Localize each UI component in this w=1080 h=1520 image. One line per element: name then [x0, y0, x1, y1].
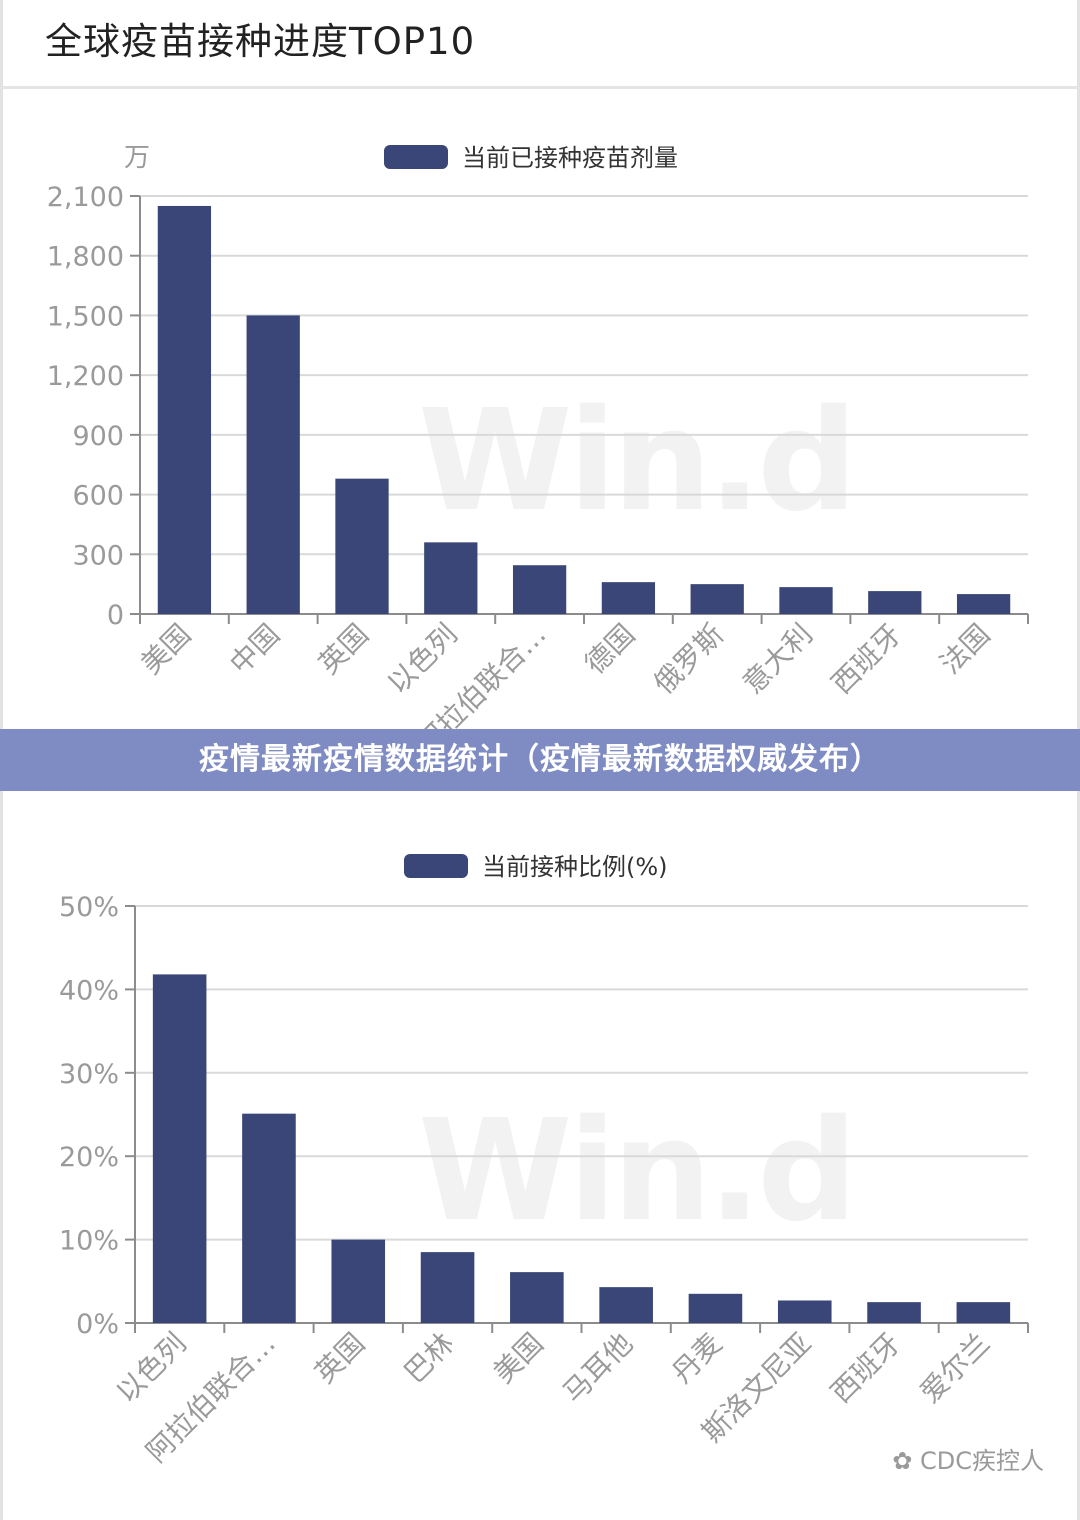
- y-tick-label: 10%: [59, 1226, 119, 1257]
- x-tick-label: 俄罗斯: [647, 618, 730, 701]
- y-tick-label: 30%: [59, 1059, 119, 1090]
- bar-4: [424, 542, 478, 614]
- y-tick-label: 40%: [59, 975, 119, 1006]
- watermark-bottom: Win.d: [418, 1090, 857, 1253]
- bar-10: [956, 594, 1011, 614]
- y-unit-label: 万: [124, 143, 150, 173]
- bar-8: [779, 587, 833, 614]
- y-tick-label: 20%: [59, 1142, 119, 1173]
- bar-7: [688, 1293, 743, 1323]
- watermark-top: Win.d: [418, 380, 857, 543]
- bar-2: [242, 1113, 296, 1323]
- bar-1: [157, 205, 212, 614]
- bar-9: [868, 591, 922, 614]
- page-title: 全球疫苗接种进度TOP10: [45, 20, 476, 63]
- x-tick-label: 马耳他: [556, 1327, 639, 1410]
- y-tick-label: 1,500: [47, 301, 124, 332]
- y-tick-label: 2,100: [47, 182, 124, 213]
- bar-6: [601, 582, 656, 614]
- bar-3: [335, 478, 389, 614]
- bar-4: [420, 1252, 475, 1323]
- y-tick-label: 1,800: [47, 242, 124, 273]
- x-tick-label: 英国: [308, 1327, 371, 1390]
- headline-banner: 疫情最新疫情数据统计（疫情最新数据权威发布）: [0, 729, 1080, 791]
- bar-1: [152, 974, 207, 1323]
- bar-6: [599, 1287, 653, 1323]
- x-tick-label: 巴林: [398, 1327, 461, 1390]
- x-tick-label: 西班牙: [824, 1327, 907, 1410]
- x-tick-label: 英国: [312, 618, 375, 681]
- legend-swatch: [404, 854, 468, 878]
- bar-3: [331, 1239, 386, 1323]
- bar-9: [867, 1302, 921, 1323]
- y-tick-label: 0%: [76, 1309, 119, 1340]
- x-tick-label: 中国: [223, 618, 286, 681]
- y-tick-label: 50%: [59, 892, 119, 923]
- bar-8: [777, 1300, 832, 1323]
- source-label: CDC疾控人: [920, 1447, 1044, 1475]
- x-tick-label: 意大利: [736, 618, 819, 701]
- wechat-icon: ✿: [892, 1447, 920, 1475]
- x-tick-label: 美国: [134, 618, 197, 681]
- x-tick-label: 德国: [578, 618, 641, 681]
- bar-5: [512, 565, 567, 614]
- y-tick-label: 0: [107, 600, 124, 631]
- vaccination-rate-bar-chart: 当前接种比例(%)0%10%20%30%40%50%以色列阿拉伯联合… 英国 巴林美…: [59, 853, 1029, 1469]
- legend-label: 当前接种比例(%): [482, 853, 668, 881]
- legend: 当前接种比例(%): [404, 853, 668, 881]
- vaccine-doses-bar-chart: 当前已接种疫苗剂量 万 0 300 600 900 1,200 1,500 1,800 2,100…: [47, 143, 1029, 730]
- y-tick-label: 900: [72, 421, 124, 452]
- bar-2: [246, 315, 300, 614]
- legend: 当前已接种疫苗剂量: [384, 144, 678, 172]
- y-tick-label: 300: [72, 540, 124, 571]
- y-tick-label: 1,200: [47, 361, 124, 392]
- bar-10: [956, 1302, 1011, 1323]
- x-tick-label: 丹麦: [665, 1327, 728, 1390]
- bar-7: [690, 584, 744, 614]
- x-tick-label: 以色列: [381, 618, 464, 701]
- y-tick-label: 600: [72, 481, 124, 512]
- x-tick-label: 美国: [487, 1327, 550, 1390]
- title-divider: [0, 86, 1080, 89]
- x-tick-label: 法国: [934, 618, 997, 681]
- source-watermark: ✿ CDC疾控人: [892, 1441, 1044, 1476]
- legend-swatch: [384, 145, 448, 169]
- x-tick-label: 以色列: [110, 1327, 193, 1410]
- x-tick-label: 西班牙: [825, 618, 908, 701]
- legend-label: 当前已接种疫苗剂量: [462, 144, 678, 172]
- bar-5: [510, 1272, 564, 1323]
- x-tick-label: 爱尔兰: [914, 1327, 997, 1410]
